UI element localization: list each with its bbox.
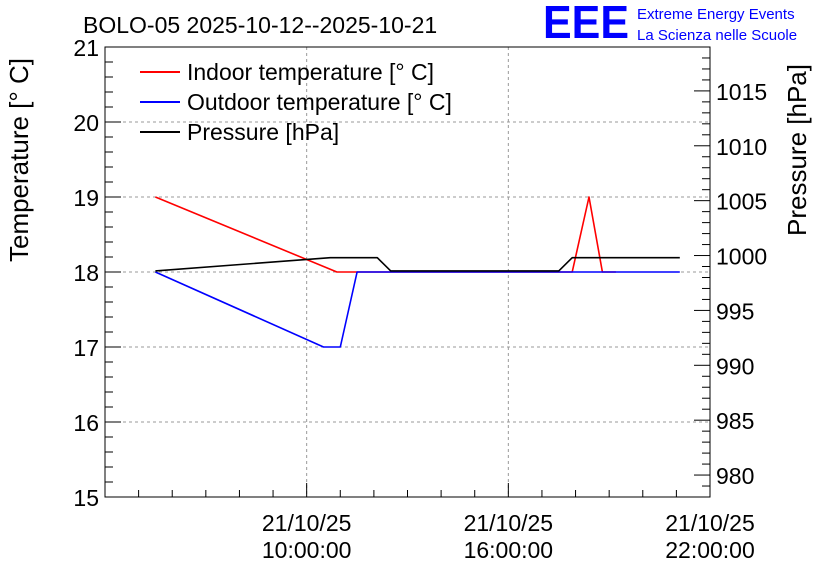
y-axis-label-right: Pressure [hPa] (782, 64, 812, 236)
x-tick-time: 22:00:00 (665, 537, 755, 563)
left-tick-label: 15 (73, 485, 99, 511)
right-axis-ticks: 980 985 990 995 1000 1005 1010 1015 (694, 46, 767, 498)
x-tick-date: 21/10/25 (665, 510, 755, 536)
indoor-temperature-line (155, 196, 616, 273)
legend-label-pressure: Pressure [hPa] (187, 119, 339, 145)
series-lines (155, 196, 680, 348)
left-tick-label: 21 (73, 35, 99, 61)
eee-logo: EEE (543, 0, 629, 48)
x-tick-date: 21/10/25 (464, 510, 554, 536)
right-tick-label: 1015 (716, 79, 767, 105)
x-tick-time: 10:00:00 (262, 537, 352, 563)
right-tick-label: 980 (716, 463, 754, 489)
chart-title: BOLO-05 2025-10-12--2025-10-21 (83, 12, 437, 38)
left-tick-label: 18 (73, 260, 99, 286)
logo-line-1: Extreme Energy Events (637, 6, 795, 23)
left-tick-label: 16 (73, 410, 99, 436)
x-tick-date: 21/10/25 (262, 510, 352, 536)
left-axis-ticks: 15 16 17 18 19 20 21 (73, 35, 121, 511)
left-tick-label: 17 (73, 335, 99, 361)
legend-label-indoor: Indoor temperature [° C] (187, 59, 434, 85)
legend: Indoor temperature [° C] Outdoor tempera… (140, 59, 452, 145)
left-tick-label: 19 (73, 185, 99, 211)
x-tick-time: 16:00:00 (464, 537, 554, 563)
right-tick-label: 1010 (716, 134, 767, 160)
left-tick-label: 20 (73, 110, 99, 136)
right-tick-label: 985 (716, 408, 754, 434)
pressure-line (155, 256, 680, 272)
x-axis-ticks: 21/10/2510:00:0021/10/2516:00:0021/10/25… (104, 483, 755, 563)
right-tick-label: 990 (716, 353, 754, 379)
y-axis-label-left: Temperature [° C] (4, 58, 34, 262)
outdoor-temperature-line (155, 271, 680, 348)
legend-label-outdoor: Outdoor temperature [° C] (187, 89, 452, 115)
right-tick-label: 995 (716, 298, 754, 324)
right-tick-label: 1000 (716, 244, 767, 270)
right-tick-label: 1005 (716, 189, 767, 215)
logo-line-2: La Scienza nelle Scuole (637, 27, 797, 44)
